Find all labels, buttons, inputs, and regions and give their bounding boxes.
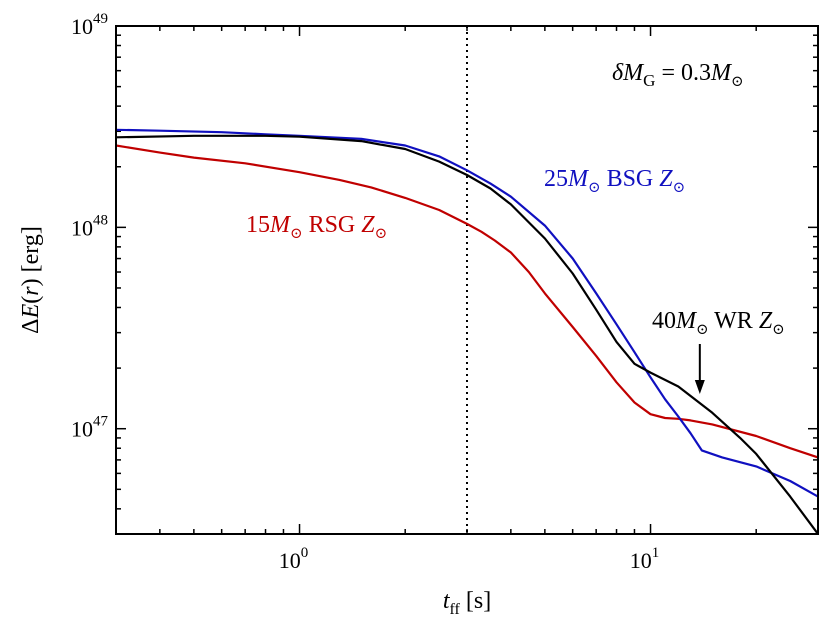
series-label-40msun-wr: 40M⊙ WR Z⊙ bbox=[652, 308, 785, 338]
x-tick-label: 100 bbox=[279, 545, 309, 573]
x-tick-labels: 100 101 bbox=[279, 545, 660, 573]
y-tick-label: 1048 bbox=[71, 212, 108, 240]
series-line-2 bbox=[116, 134, 818, 534]
pointer-arrow bbox=[694, 344, 705, 394]
series-label-25msun-bsg: 25M⊙ BSG Z⊙ bbox=[544, 166, 685, 196]
y-axis-title: ΔE(r) [erg] bbox=[18, 226, 44, 334]
series-label-15msun-rsg: 15M⊙ RSG Z⊙ bbox=[246, 212, 387, 242]
y-tick-labels: 1047 1048 1049 bbox=[71, 11, 109, 442]
series-group bbox=[116, 128, 818, 534]
mass-annotation: δMG = 0.3M⊙ bbox=[612, 60, 744, 90]
plot-frame bbox=[115, 25, 819, 535]
y-tick-label: 1047 bbox=[71, 414, 109, 442]
x-axis-title: tff [s] bbox=[443, 588, 491, 618]
y-tick-label: 1049 bbox=[71, 11, 108, 39]
x-tick-label: 101 bbox=[630, 545, 660, 573]
series-line-0 bbox=[116, 144, 818, 459]
